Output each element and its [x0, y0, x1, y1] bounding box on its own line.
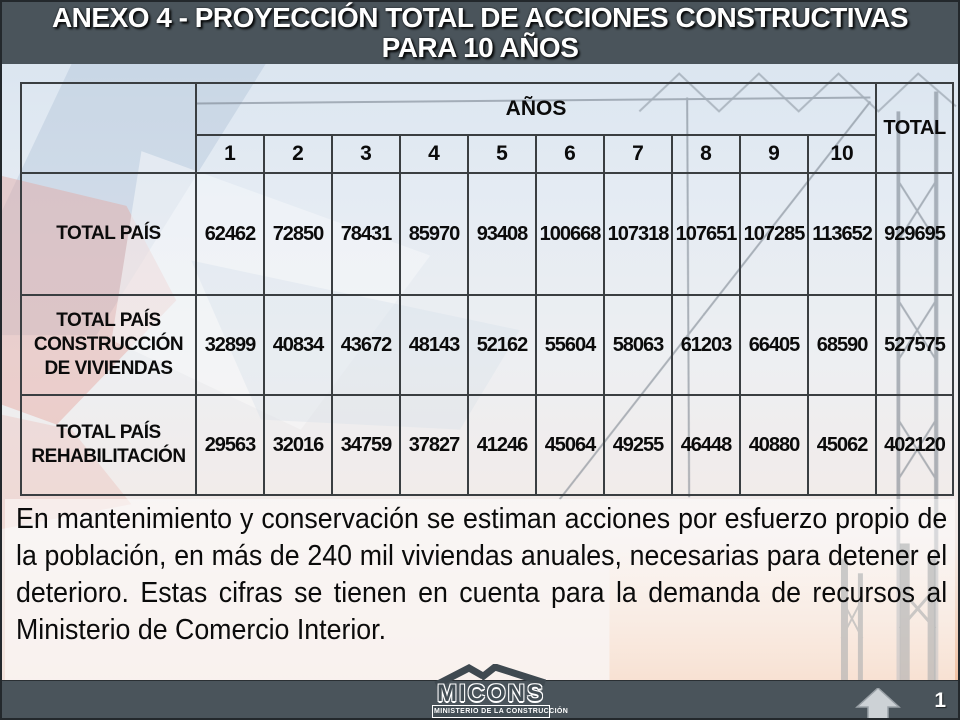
slide-title-line2: PARA 10 AÑOS [381, 32, 579, 63]
year-value-cell: 72850 [263, 172, 333, 296]
projection-table: AÑOS TOTAL 1 2 3 4 5 6 7 8 9 10 TOTAL PA… [20, 82, 955, 496]
total-header-cell: TOTAL [875, 82, 955, 174]
year-value-cell: 107285 [739, 172, 809, 296]
year-value-cell: 41246 [467, 394, 537, 496]
year-value-cell: 61203 [671, 294, 741, 396]
year-value-cell: 37827 [399, 394, 469, 496]
year-value-cell: 49255 [603, 394, 673, 496]
micons-logo: MICONS MINISTERIO DE LA CONSTRUCCIÓN [432, 664, 568, 718]
year-column-header: 6 [535, 134, 605, 174]
logo-wordmark: MICONS [437, 680, 545, 707]
year-column-header: 8 [671, 134, 741, 174]
year-value-cell: 66405 [739, 294, 809, 396]
year-value-cell: 52162 [467, 294, 537, 396]
paragraph-backdrop [5, 499, 955, 685]
table-header-row-years: AÑOS TOTAL [20, 82, 955, 174]
year-column-header: 4 [399, 134, 469, 174]
paragraph-panel: En mantenimiento y conservación se estim… [16, 501, 956, 649]
logo-subtitle: MINISTERIO DE LA CONSTRUCCIÓN [432, 705, 568, 718]
year-value-cell: 113652 [806, 172, 878, 296]
year-column-header: 10 [806, 134, 878, 174]
page-number: 1 [934, 689, 946, 712]
year-value-cell: 32899 [195, 294, 265, 396]
year-value-cell: 43672 [331, 294, 401, 396]
year-value-cell: 45064 [535, 394, 605, 496]
year-value-cell: 107651 [671, 172, 741, 296]
table-row: TOTAL PAÍS CONSTRUCCIÓN DE VIVIENDAS 328… [20, 294, 955, 396]
roof-icon [434, 664, 547, 687]
year-column-header: 2 [263, 134, 333, 174]
years-header-cell: AÑOS [194, 82, 878, 136]
year-value-cell: 107318 [603, 172, 673, 296]
table-header-row-numbers: 1 2 3 4 5 6 7 8 9 10 [21, 134, 953, 174]
year-value-cell: 48143 [399, 294, 469, 396]
year-value-cell: 78431 [331, 172, 401, 296]
row-label: TOTAL PAÍS REHABILITACIÓN [20, 394, 197, 496]
year-value-cell: 68590 [806, 294, 878, 396]
year-value-cell: 46448 [671, 394, 741, 496]
slide-title-line1: ANEXO 4 - PROYECCIÓN TOTAL DE ACCIONES C… [51, 2, 909, 33]
year-value-cell: 40834 [263, 294, 333, 396]
year-value-cell: 29563 [195, 394, 265, 496]
row-label: TOTAL PAÍS [20, 172, 197, 296]
table-corner-cell [20, 82, 197, 174]
row-total-cell: 929695 [875, 172, 955, 296]
title-bar: ANEXO 4 - PROYECCIÓN TOTAL DE ACCIONES C… [2, 2, 958, 64]
year-value-cell: 55604 [535, 294, 605, 396]
row-label: TOTAL PAÍS CONSTRUCCIÓN DE VIVIENDAS [20, 294, 197, 396]
year-value-cell: 85970 [399, 172, 469, 296]
year-value-cell: 62462 [195, 172, 265, 296]
table-row: TOTAL PAÍS 62462 72850 78431 85970 93408… [20, 172, 955, 296]
row-total-cell: 402120 [875, 394, 955, 496]
year-value-cell: 45062 [806, 394, 878, 496]
year-value-cell: 32016 [263, 394, 333, 496]
year-value-cell: 100668 [535, 172, 605, 296]
year-value-cell: 58063 [603, 294, 673, 396]
year-value-cell: 34759 [331, 394, 401, 496]
table-row: TOTAL PAÍS REHABILITACIÓN 29563 32016 34… [20, 394, 955, 496]
year-column-header: 5 [467, 134, 537, 174]
year-value-cell: 93408 [467, 172, 537, 296]
year-column-header: 1 [195, 134, 265, 174]
year-value-cell: 40880 [739, 394, 809, 496]
up-arrow-icon[interactable] [855, 688, 901, 720]
year-column-header: 9 [739, 134, 809, 174]
year-column-header: 3 [331, 134, 401, 174]
body-paragraph: En mantenimiento y conservación se estim… [16, 503, 948, 646]
year-column-header: 7 [603, 134, 673, 174]
row-total-cell: 527575 [875, 294, 955, 396]
